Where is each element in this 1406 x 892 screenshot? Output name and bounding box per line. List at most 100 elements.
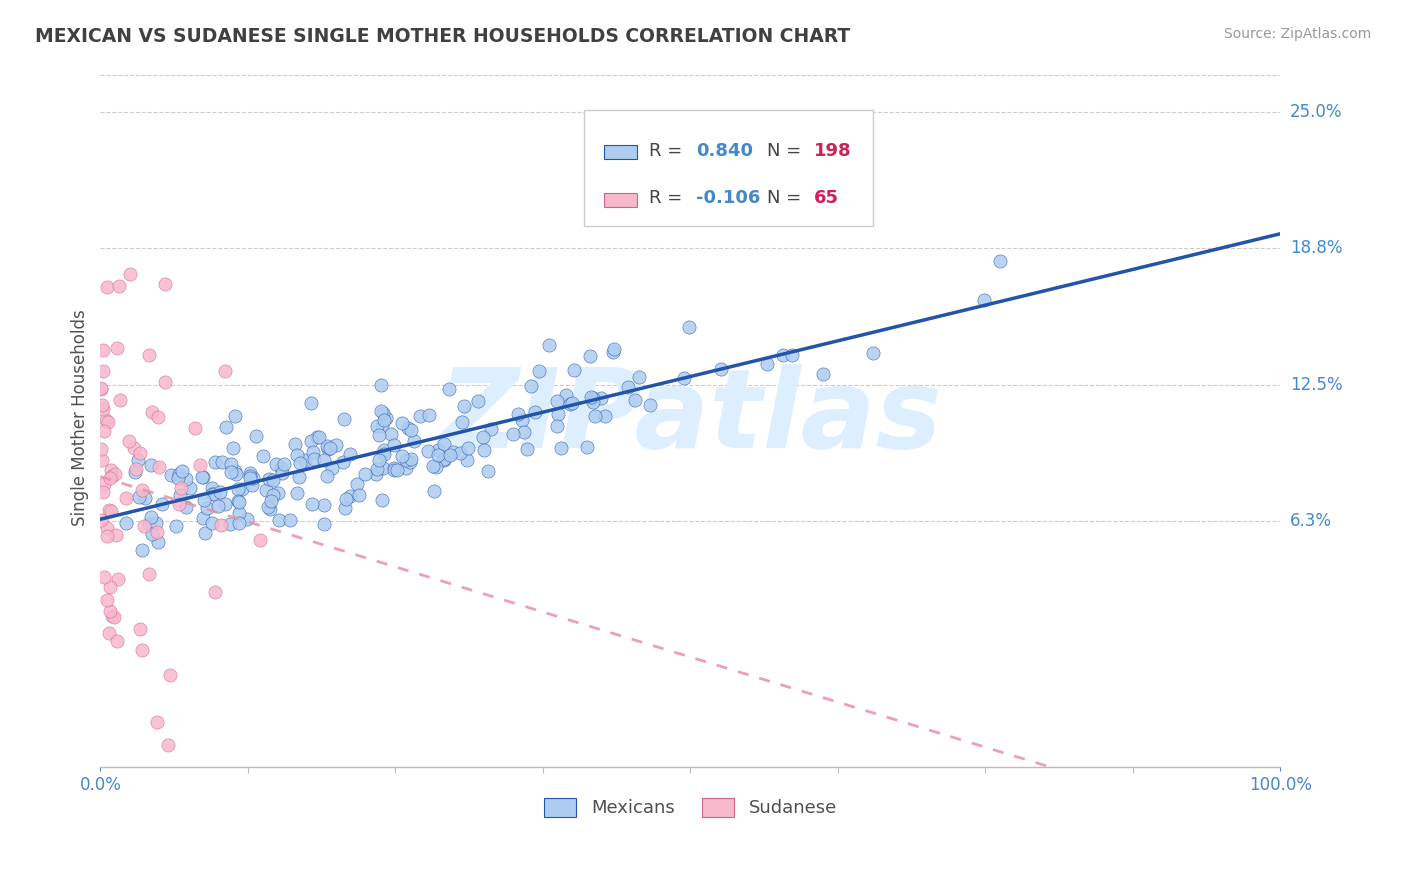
Point	[127, 453, 149, 467]
Point	[513, 425, 536, 439]
Point	[134, 491, 156, 505]
Point	[449, 445, 471, 459]
Point	[339, 489, 361, 503]
Point	[603, 342, 626, 356]
Point	[98, 625, 121, 640]
Point	[602, 344, 624, 359]
Point	[184, 421, 207, 435]
Point	[219, 466, 242, 480]
Point	[146, 409, 169, 424]
Point	[188, 458, 211, 472]
Point	[582, 395, 605, 409]
Point	[242, 471, 264, 485]
Point	[312, 452, 335, 467]
Point	[546, 418, 568, 433]
Point	[426, 443, 449, 458]
Point	[593, 409, 616, 424]
Text: 25.0%: 25.0%	[1289, 103, 1343, 121]
Point	[453, 399, 475, 413]
Point	[516, 442, 538, 456]
Point	[209, 517, 232, 532]
Point	[373, 460, 395, 475]
Point	[370, 404, 392, 418]
Point	[285, 448, 308, 462]
Point	[347, 488, 370, 502]
Point	[811, 367, 834, 381]
Point	[93, 424, 115, 438]
Point	[96, 529, 118, 543]
Text: 18.8%: 18.8%	[1289, 238, 1343, 257]
Point	[422, 458, 444, 473]
Point	[520, 379, 543, 393]
Point	[284, 437, 307, 451]
Point	[179, 481, 201, 495]
Point	[105, 341, 128, 355]
Point	[678, 320, 700, 334]
Point	[561, 396, 583, 410]
Point	[97, 415, 120, 429]
Point	[114, 516, 136, 531]
Point	[211, 455, 233, 469]
Point	[131, 542, 153, 557]
Point	[399, 423, 422, 437]
Point	[201, 516, 224, 531]
Point	[589, 392, 612, 406]
Point	[547, 407, 569, 421]
Point	[129, 446, 152, 460]
Point	[354, 467, 377, 482]
Point	[222, 442, 245, 456]
Point	[195, 501, 218, 516]
Point	[437, 382, 460, 396]
Point	[218, 516, 240, 531]
Point	[366, 418, 388, 433]
Point	[103, 609, 125, 624]
Point	[108, 278, 131, 293]
Point	[271, 466, 294, 480]
Text: 65: 65	[814, 189, 839, 208]
Point	[451, 415, 474, 429]
Point	[191, 470, 214, 484]
Point	[316, 468, 339, 483]
Point	[472, 429, 495, 443]
Point	[125, 462, 148, 476]
Point	[254, 483, 277, 498]
Point	[208, 484, 231, 499]
Point	[90, 513, 112, 527]
Point	[288, 456, 311, 470]
Point	[433, 451, 456, 466]
Point	[91, 343, 114, 357]
Point	[153, 277, 176, 291]
Point	[456, 453, 478, 467]
Point	[382, 463, 405, 477]
Point	[93, 477, 115, 491]
Point	[128, 622, 150, 636]
Point	[231, 482, 253, 496]
Point	[134, 519, 156, 533]
Point	[579, 390, 602, 404]
Point	[170, 481, 193, 495]
Point	[169, 487, 191, 501]
Point	[502, 427, 524, 442]
Text: Source: ZipAtlas.com: Source: ZipAtlas.com	[1223, 27, 1371, 41]
Point	[141, 527, 163, 541]
Point	[527, 364, 550, 378]
Point	[366, 461, 388, 475]
Text: N =: N =	[768, 142, 807, 160]
Point	[638, 398, 661, 412]
Point	[215, 419, 238, 434]
Point	[90, 398, 112, 412]
Point	[299, 434, 322, 449]
Point	[146, 535, 169, 549]
Point	[339, 447, 361, 461]
Point	[101, 608, 124, 623]
Point	[94, 413, 117, 427]
Point	[262, 473, 284, 487]
Point	[333, 501, 356, 516]
Point	[558, 397, 581, 411]
Point	[273, 457, 295, 471]
Text: R =: R =	[650, 142, 688, 160]
Point	[555, 388, 578, 402]
Point	[146, 525, 169, 540]
Point	[167, 467, 190, 481]
Point	[304, 451, 326, 466]
